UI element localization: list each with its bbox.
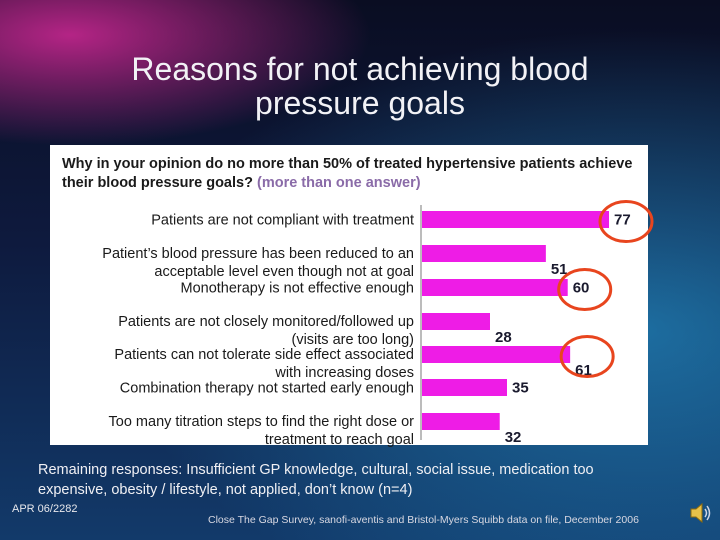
title-line-1: Reasons for not achieving blood [131,51,589,87]
category-label-3-line-0: Patients are not closely monitored/follo… [118,314,414,330]
category-label-4-line-0: Patients can not tolerate side effect as… [114,347,414,363]
bar-5 [422,379,507,396]
value-label-5: 35 [512,380,529,397]
bar-6 [422,413,500,430]
survey-question: Why in your opinion do no more than 50% … [62,155,642,193]
category-labels-group: Patients are not compliant with treatmen… [102,213,414,449]
category-label-6-line-0: Too many titration steps to find the rig… [109,414,415,430]
category-label-0-line-0: Patients are not compliant with treatmen… [151,213,414,229]
highlight-circle-0 [598,200,654,243]
source-footnote: Close The Gap Survey, sanofi-aventis and… [208,514,639,526]
category-label-6-line-1: treatment to reach goal [265,432,414,448]
reference-code: APR 06/2282 [12,503,78,515]
question-text: Why in your opinion do no more than 50% … [62,156,633,191]
bar-0 [422,211,609,228]
category-label-2-line-0: Monotherapy is not effective enough [180,281,414,297]
slide-title: Reasons for not achieving blood pressure… [0,52,720,120]
category-label-4-line-1: with increasing doses [274,365,414,381]
title-line-2: pressure goals [255,85,465,121]
category-label-5-line-0: Combination therapy not started early en… [120,381,414,397]
value-label-3: 28 [495,329,512,346]
bar-4 [422,346,571,363]
highlight-circles-group [557,200,654,378]
highlight-circle-4 [559,335,615,378]
speaker-icon[interactable] [688,500,714,526]
value-label-2: 60 [573,280,590,297]
value-label-0: 77 [614,212,631,229]
bar-3 [422,313,490,330]
category-label-1-line-1: acceptable level even though not at goal [154,264,414,280]
bars-group [422,211,609,430]
category-label-3-line-1: (visits are too long) [292,332,415,348]
value-label-6: 32 [505,429,522,446]
bar-1 [422,245,546,262]
remaining-responses: Remaining responses: Insufficient GP kno… [38,462,594,498]
bar-2 [422,279,568,296]
highlight-circle-2 [557,268,613,311]
category-label-1-line-0: Patient’s blood pressure has been reduce… [102,246,414,262]
question-note: (more than one answer) [256,175,421,191]
value-label-1: 51 [551,261,568,278]
